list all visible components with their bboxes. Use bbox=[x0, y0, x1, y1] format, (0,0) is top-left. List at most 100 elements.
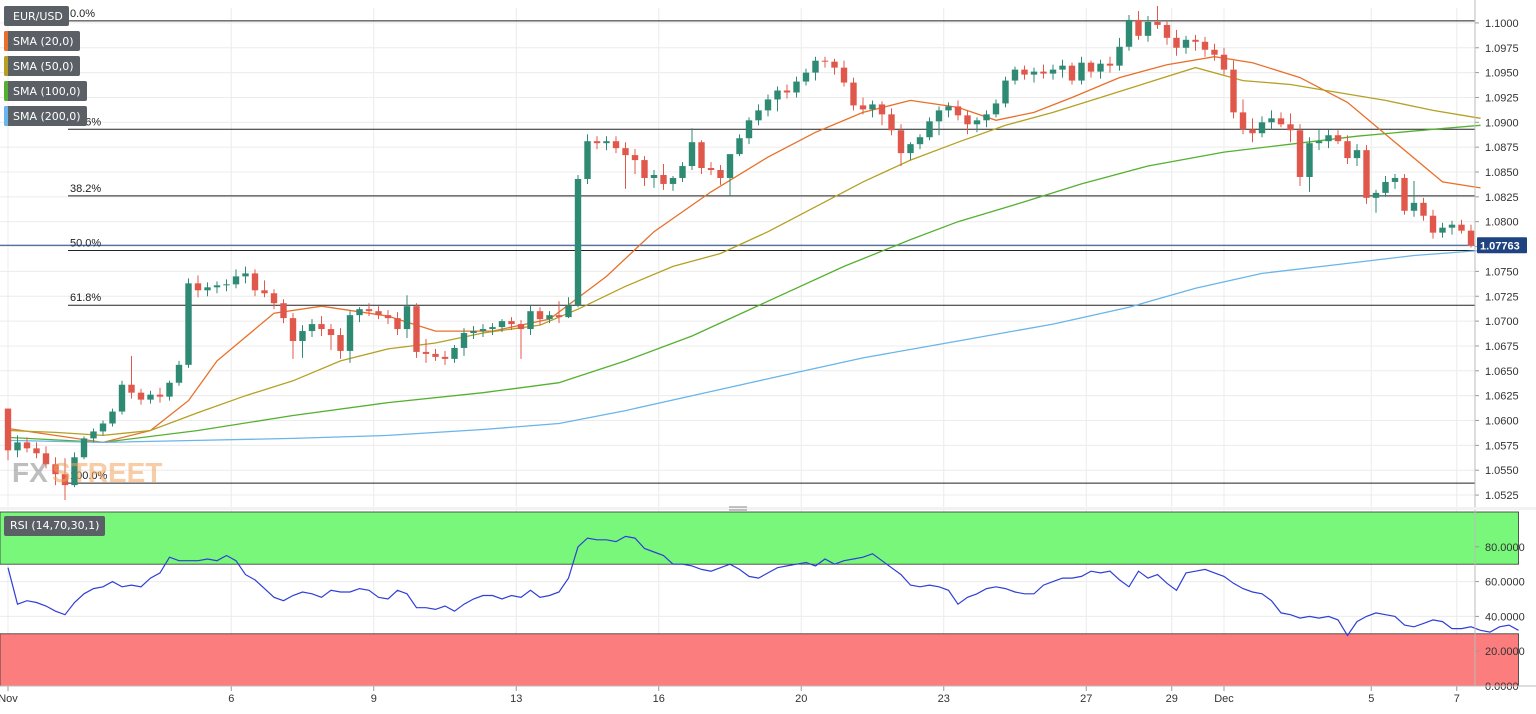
x-tick-label: 7 bbox=[1454, 693, 1460, 705]
candle-body bbox=[1334, 135, 1342, 142]
x-tick-label: 27 bbox=[1080, 693, 1092, 705]
candle bbox=[802, 68, 810, 86]
candle-body bbox=[859, 105, 867, 110]
candle-body bbox=[1173, 37, 1180, 48]
fib-label: 100.0% bbox=[70, 470, 108, 482]
candle-body bbox=[983, 114, 990, 121]
candle-body bbox=[783, 90, 791, 93]
x-tick-label: 23 bbox=[938, 693, 950, 705]
candle-body bbox=[384, 315, 392, 319]
candle bbox=[99, 420, 107, 436]
candle bbox=[1258, 116, 1266, 138]
candle-body bbox=[232, 276, 240, 285]
candle-body bbox=[1439, 227, 1446, 233]
candle bbox=[1173, 29, 1180, 56]
candle-body bbox=[612, 141, 620, 149]
candle-body bbox=[726, 154, 734, 178]
candle-body bbox=[1467, 230, 1475, 246]
candle bbox=[1249, 118, 1256, 143]
candle bbox=[1125, 14, 1133, 51]
candles bbox=[4, 6, 1475, 501]
legend-sma20[interactable]: SMA (20,0) bbox=[4, 31, 80, 51]
chart-grid bbox=[0, 8, 1475, 687]
candle bbox=[451, 344, 458, 363]
candle-body bbox=[441, 356, 449, 359]
candle bbox=[745, 117, 753, 145]
candle bbox=[1277, 112, 1285, 128]
candle-body bbox=[688, 142, 696, 167]
rsi-zones bbox=[0, 511, 1519, 687]
candle bbox=[945, 102, 952, 118]
candle bbox=[1448, 220, 1456, 235]
sma-line bbox=[7, 124, 1481, 444]
rsi-legend[interactable]: RSI (14,70,30,1) bbox=[4, 516, 106, 536]
overbought-zone bbox=[0, 511, 1519, 565]
candle bbox=[1429, 209, 1437, 239]
candle bbox=[774, 86, 781, 112]
candle-body bbox=[717, 170, 724, 178]
candle-body bbox=[527, 311, 534, 330]
candle-body bbox=[584, 141, 591, 179]
candle bbox=[280, 299, 287, 324]
candle bbox=[736, 134, 743, 157]
candle bbox=[232, 269, 240, 289]
candle-body bbox=[1230, 69, 1237, 113]
candle-body bbox=[156, 394, 164, 397]
candle-body bbox=[1163, 24, 1171, 38]
candle-body bbox=[1021, 69, 1028, 75]
legend-symbol-label: EUR/USD bbox=[13, 9, 63, 23]
legend-symbol[interactable]: EUR/USD bbox=[4, 6, 69, 26]
candle bbox=[403, 295, 411, 339]
candle bbox=[1296, 124, 1304, 186]
candle bbox=[147, 390, 154, 404]
candle-body bbox=[80, 438, 88, 458]
candle bbox=[1163, 20, 1171, 45]
legend-sma100[interactable]: SMA (100,0) bbox=[4, 81, 87, 101]
candle bbox=[992, 99, 1000, 118]
candle bbox=[1049, 64, 1057, 80]
candle bbox=[460, 328, 468, 356]
candle-body bbox=[1030, 71, 1038, 75]
svg-text:STREET: STREET bbox=[52, 457, 162, 488]
candle-body bbox=[1097, 63, 1104, 72]
candle bbox=[204, 282, 211, 297]
candle-body bbox=[793, 81, 800, 93]
candle bbox=[954, 100, 962, 121]
candle-body bbox=[1211, 49, 1218, 55]
candle bbox=[1410, 180, 1418, 217]
y-tick-label: 1.0975 bbox=[1485, 43, 1519, 55]
candle-body bbox=[1078, 62, 1085, 81]
candle bbox=[574, 174, 582, 308]
candle-body bbox=[641, 160, 648, 178]
candle bbox=[422, 339, 430, 363]
candle-body bbox=[337, 335, 344, 351]
candle-body bbox=[251, 273, 259, 291]
candle bbox=[1287, 113, 1294, 143]
candle-body bbox=[61, 474, 69, 486]
candle bbox=[14, 435, 21, 458]
sma50-swatch bbox=[4, 56, 8, 76]
candle-body bbox=[1325, 135, 1332, 142]
candle bbox=[137, 388, 145, 405]
candle-body bbox=[52, 464, 59, 475]
candle-body bbox=[42, 453, 50, 465]
candle bbox=[109, 408, 116, 427]
candle-body bbox=[375, 311, 382, 316]
candle bbox=[964, 110, 971, 135]
candle-body bbox=[289, 318, 297, 341]
candle bbox=[1334, 130, 1342, 145]
candle-body bbox=[1363, 150, 1370, 198]
candle bbox=[156, 387, 164, 403]
panel-separator bbox=[0, 507, 1536, 510]
candle-body bbox=[869, 104, 876, 110]
legend-sma200[interactable]: SMA (200,0) bbox=[4, 106, 87, 126]
legend-sma50[interactable]: SMA (50,0) bbox=[4, 56, 80, 76]
candle-body bbox=[308, 324, 316, 332]
candle-body bbox=[850, 82, 857, 106]
candle-body bbox=[460, 333, 468, 348]
candle bbox=[213, 281, 221, 294]
candle bbox=[650, 170, 658, 188]
candle bbox=[194, 275, 202, 298]
